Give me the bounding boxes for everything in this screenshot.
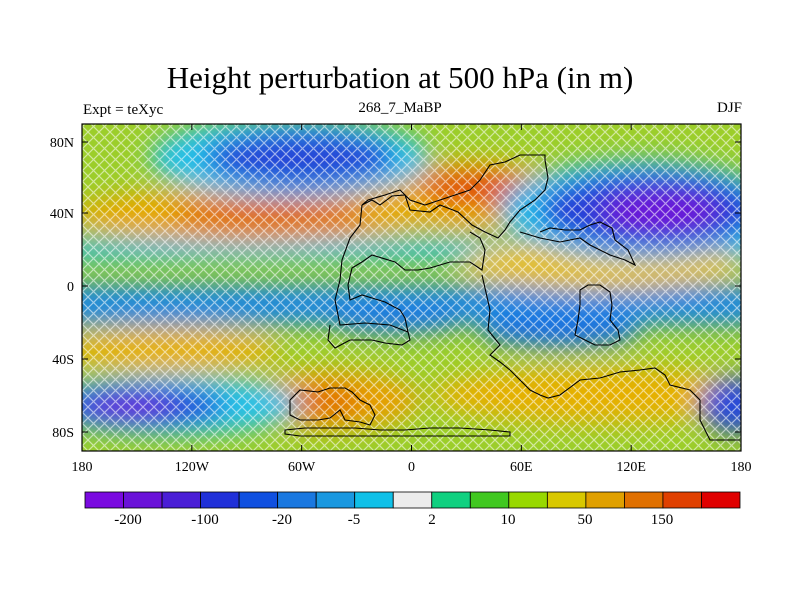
colorbar-label: 10 (501, 512, 516, 528)
lat-tick-label: 80S (52, 426, 74, 441)
lon-tick-label: 180 (731, 460, 752, 475)
continent-outlines (284, 154, 740, 441)
lat-tick-label: 40S (52, 353, 74, 368)
colorbar-swatch (701, 491, 741, 509)
lat-tick-label: 0 (67, 280, 74, 295)
colorbar-swatch (200, 491, 240, 509)
colorbar-swatch (161, 491, 201, 509)
colorbar-label: 150 (651, 512, 674, 528)
colorbar-swatch (354, 491, 394, 509)
lon-tick-label: 180 (72, 460, 93, 475)
lat-tick-label: 40N (50, 207, 74, 222)
colorbar-swatch (277, 491, 317, 509)
colorbar-label: -200 (114, 512, 142, 528)
plot-title: Height perturbation at 500 hPa (in m) (166, 60, 634, 95)
colorbar-swatch (238, 491, 279, 509)
season-label: DJF (716, 100, 742, 116)
colorbar-label: -20 (272, 512, 292, 528)
colorbar: -200 -100 -20 -5 2 10 50 150 (84, 491, 741, 528)
lon-tick-label: 120E (616, 460, 646, 475)
colorbar-label: 50 (578, 512, 593, 528)
colorbar-swatch (84, 491, 124, 509)
lon-tick-label: 60W (288, 460, 316, 475)
period-label: 268_7_MaBP (358, 100, 442, 116)
colorbar-swatch (123, 491, 163, 509)
colorbar-swatch (546, 491, 587, 509)
colorbar-swatch (662, 491, 702, 509)
colorbar-swatch (315, 491, 356, 509)
lon-tick-label: 60E (510, 460, 533, 475)
colorbar-swatch (624, 491, 664, 509)
colorbar-label: 2 (428, 512, 436, 528)
colorbar-label: -100 (191, 512, 219, 528)
colorbar-swatch (508, 491, 548, 509)
lat-tick-label: 80N (50, 136, 74, 151)
hatch-overlay (82, 124, 741, 451)
colorbar-swatch (585, 491, 625, 509)
colorbar-swatch (392, 491, 433, 509)
colorbar-label: -5 (348, 512, 361, 528)
colorbar-swatch (469, 491, 510, 509)
lon-tick-label: 120W (175, 460, 210, 475)
colorbar-swatch (431, 491, 471, 509)
lon-tick-label: 0 (408, 460, 415, 475)
experiment-label: Expt = teXyc (83, 102, 164, 118)
